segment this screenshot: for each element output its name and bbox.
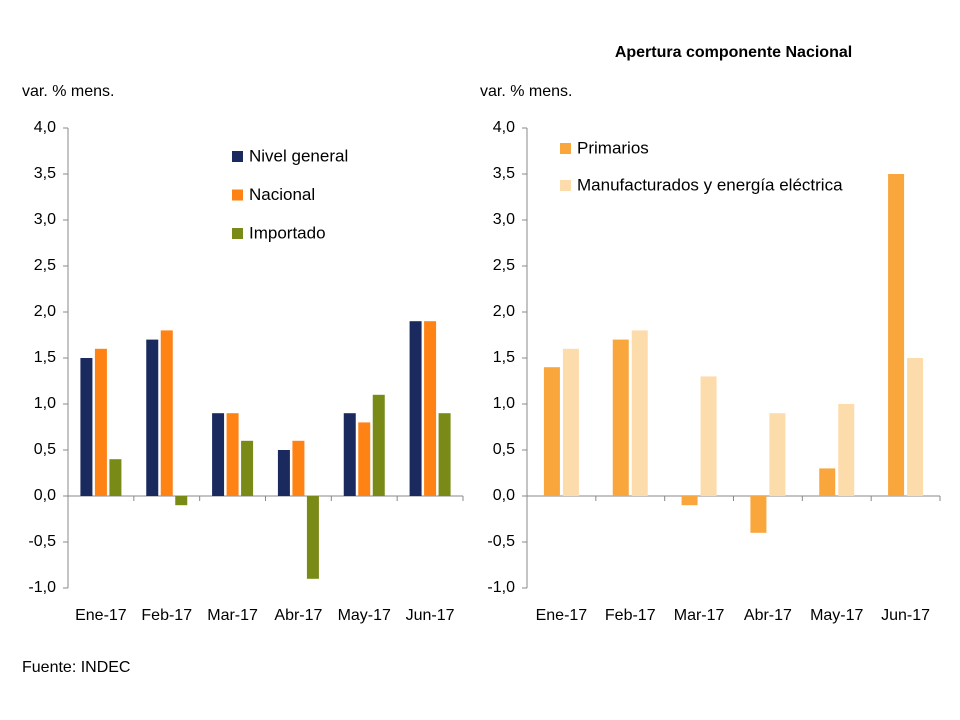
y-tick-label: 0,0 [493,487,515,504]
y-tick-label: -0,5 [487,533,515,550]
bar [343,413,356,496]
bar [372,394,385,496]
bar [109,459,122,496]
bar [438,413,451,496]
bar [700,376,717,496]
bar [907,358,924,496]
x-tick-label: Jun-17 [881,607,930,624]
bar [358,422,371,496]
y-tick-label: 1,0 [34,395,56,412]
legend-label: Nivel general [249,146,348,165]
y-tick-label: 2,5 [493,257,515,274]
x-tick-label: Abr-17 [744,607,792,624]
y-tick-label: 4,0 [34,119,56,136]
bar [888,174,905,496]
y-axis-label: var. % mens. [22,83,114,100]
bar [612,339,629,496]
y-tick-label: 2,0 [34,303,56,320]
x-tick-label: May-17 [810,607,863,624]
y-tick-label: 0,0 [34,487,56,504]
bar [306,496,319,579]
bar [226,413,239,496]
y-tick-label: -0,5 [28,533,56,550]
y-tick-label: 1,5 [34,349,56,366]
bar [292,440,305,496]
legend-label: Importado [249,223,326,242]
legend-label: Primarios [577,138,649,157]
bar [241,440,254,496]
bar [631,330,648,496]
bar [562,348,579,496]
bar [838,404,855,496]
x-tick-label: Abr-17 [274,607,322,624]
y-tick-label: 1,0 [493,395,515,412]
y-tick-label: 3,0 [34,211,56,228]
x-tick-label: Mar-17 [207,607,258,624]
bar [424,321,437,496]
bar [819,468,836,496]
y-tick-label: 0,5 [34,441,56,458]
bar [175,496,188,506]
y-axis-label: var. % mens. [480,83,572,100]
y-tick-label: 3,0 [493,211,515,228]
bar [769,413,786,496]
y-tick-label: 2,5 [34,257,56,274]
y-tick-label: -1,0 [28,579,56,596]
y-tick-label: 4,0 [493,119,515,136]
bar [681,496,698,506]
legend-swatch [232,228,243,239]
bar [543,367,560,496]
legend-swatch [232,151,243,162]
x-tick-label: Jun-17 [406,607,455,624]
y-tick-label: 0,5 [493,441,515,458]
legend-swatch [560,143,571,154]
source-note: Fuente: INDEC [22,659,130,676]
x-tick-label: Mar-17 [674,607,725,624]
y-tick-label: 3,5 [493,165,515,182]
bar [80,358,93,496]
bar [409,321,422,496]
x-tick-label: Ene-17 [536,607,588,624]
y-tick-label: 1,5 [493,349,515,366]
chart-title: Apertura componente Nacional [615,44,852,61]
legend-label: Manufacturados y energía eléctrica [577,175,843,194]
bar [94,348,107,496]
bar [146,339,159,496]
x-tick-label: May-17 [338,607,391,624]
x-tick-label: Feb-17 [141,607,192,624]
bar [750,496,767,533]
x-tick-label: Feb-17 [605,607,656,624]
bar [277,450,290,496]
bar [160,330,173,496]
y-tick-label: 3,5 [34,165,56,182]
legend-swatch [560,180,571,191]
legend-swatch [232,189,243,201]
y-tick-label: 2,0 [493,303,515,320]
legend-label: Nacional [249,185,315,204]
x-tick-label: Ene-17 [75,607,127,624]
bar [212,413,225,496]
y-tick-label: -1,0 [487,579,515,596]
